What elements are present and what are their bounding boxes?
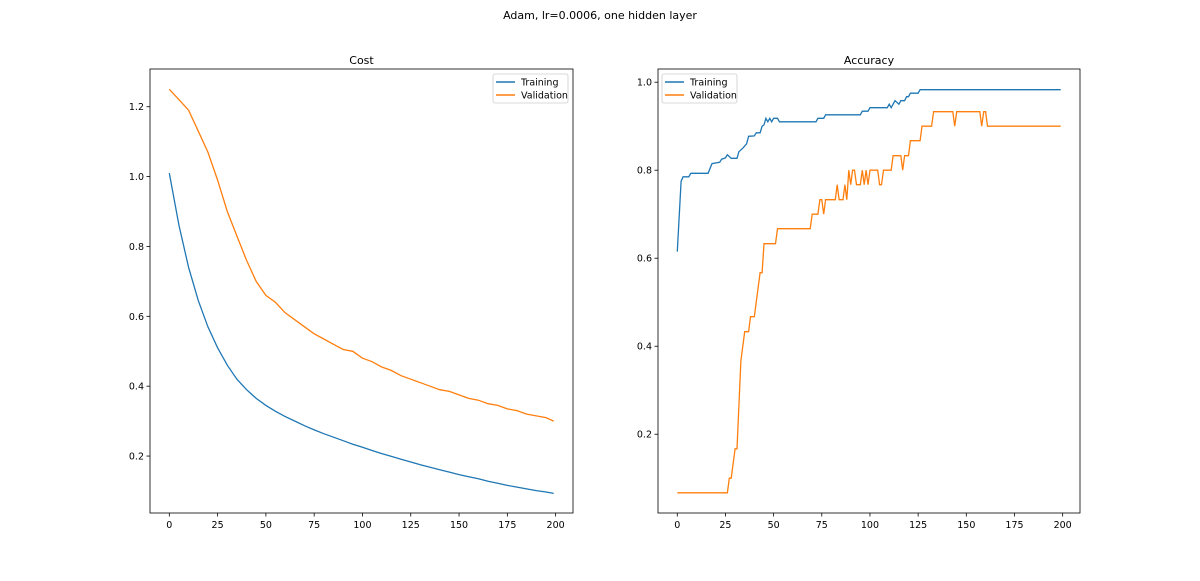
y-tick-label: 0.6 xyxy=(129,312,144,323)
plot-frame xyxy=(149,68,574,514)
x-tick-label: 75 xyxy=(816,520,828,531)
x-tick-label: 125 xyxy=(402,520,420,531)
y-tick-label: 0.4 xyxy=(637,342,652,353)
series-line-training xyxy=(676,89,1061,252)
legend-label-training: Training xyxy=(520,78,559,89)
x-tick-label: 175 xyxy=(1005,520,1023,531)
chart-title: Accuracy xyxy=(844,54,895,67)
y-tick-label: 0.4 xyxy=(129,382,144,393)
y-tick-label: 0.8 xyxy=(129,242,144,253)
y-tick-label: 1.0 xyxy=(129,172,144,183)
y-tick-label: 0.8 xyxy=(637,166,652,177)
y-tick-label: 1.2 xyxy=(129,102,144,113)
x-tick-label: 125 xyxy=(909,520,927,531)
figure-title: Adam, lr=0.0006, one hidden layer xyxy=(503,9,697,22)
x-tick-label: 150 xyxy=(957,520,975,531)
y-tick-label: 0.2 xyxy=(637,430,652,441)
x-tick-label: 100 xyxy=(353,520,371,531)
legend: Training Validation xyxy=(661,73,738,104)
y-tick-label: 0.6 xyxy=(637,254,652,265)
x-tick-label: 25 xyxy=(719,520,731,531)
x-tick-label: 50 xyxy=(260,520,272,531)
y-tick-label: 1.0 xyxy=(637,78,652,89)
y-tick-label: 0.2 xyxy=(129,452,144,463)
legend-label-training: Training xyxy=(689,78,728,89)
series-line-training xyxy=(168,172,554,495)
x-tick-label: 0 xyxy=(674,520,680,531)
legend-label-validation: Validation xyxy=(521,91,568,102)
x-tick-label: 75 xyxy=(308,520,320,531)
x-tick-label: 25 xyxy=(212,520,224,531)
series-line-validation xyxy=(168,88,554,422)
x-tick-label: 150 xyxy=(450,520,468,531)
cost-chart: Cost 0 25 50 75 100 125 150 175 200 0.2 0.4 0.6 0.8 1.… xyxy=(129,54,574,531)
x-tick-label: 100 xyxy=(861,520,879,531)
chart-title: Cost xyxy=(349,54,374,67)
x-tick-label: 50 xyxy=(768,520,780,531)
x-tick-label: 200 xyxy=(1054,520,1072,531)
series-line-validation xyxy=(677,111,1061,494)
legend: Training Validation xyxy=(492,73,569,104)
x-tick-label: 200 xyxy=(547,520,565,531)
x-tick-label: 175 xyxy=(498,520,516,531)
legend-label-validation: Validation xyxy=(690,91,737,102)
x-tick-label: 0 xyxy=(166,520,172,531)
plot-frame xyxy=(657,68,1081,514)
accuracy-chart: Accuracy 0 25 50 75 100 125 150 175 200 0.2 0.4 0.6 0… xyxy=(637,54,1081,531)
